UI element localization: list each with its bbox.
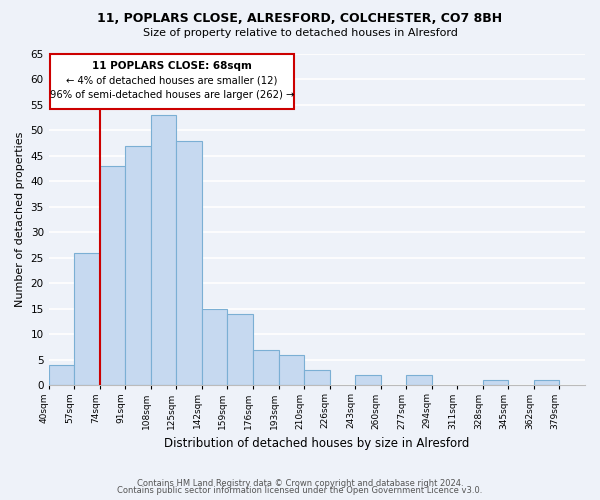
Bar xyxy=(483,380,508,386)
Bar xyxy=(49,365,74,386)
Text: Contains public sector information licensed under the Open Government Licence v3: Contains public sector information licen… xyxy=(118,486,482,495)
Bar xyxy=(176,140,202,386)
Bar xyxy=(227,314,253,386)
Bar xyxy=(74,253,100,386)
Bar xyxy=(202,309,227,386)
Text: Contains HM Land Registry data © Crown copyright and database right 2024.: Contains HM Land Registry data © Crown c… xyxy=(137,478,463,488)
Text: ← 4% of detached houses are smaller (12): ← 4% of detached houses are smaller (12) xyxy=(66,76,278,86)
Bar xyxy=(278,355,304,386)
X-axis label: Distribution of detached houses by size in Alresford: Distribution of detached houses by size … xyxy=(164,437,470,450)
Bar xyxy=(151,115,176,386)
Bar xyxy=(406,375,432,386)
Text: 11 POPLARS CLOSE: 68sqm: 11 POPLARS CLOSE: 68sqm xyxy=(92,61,252,71)
Text: 96% of semi-detached houses are larger (262) →: 96% of semi-detached houses are larger (… xyxy=(50,90,294,100)
Bar xyxy=(125,146,151,386)
Text: 11, POPLARS CLOSE, ALRESFORD, COLCHESTER, CO7 8BH: 11, POPLARS CLOSE, ALRESFORD, COLCHESTER… xyxy=(97,12,503,26)
Bar xyxy=(355,375,380,386)
FancyBboxPatch shape xyxy=(50,54,294,109)
Bar xyxy=(304,370,329,386)
Bar xyxy=(534,380,559,386)
Bar xyxy=(100,166,125,386)
Text: Size of property relative to detached houses in Alresford: Size of property relative to detached ho… xyxy=(143,28,457,38)
Bar xyxy=(253,350,278,386)
Y-axis label: Number of detached properties: Number of detached properties xyxy=(15,132,25,308)
